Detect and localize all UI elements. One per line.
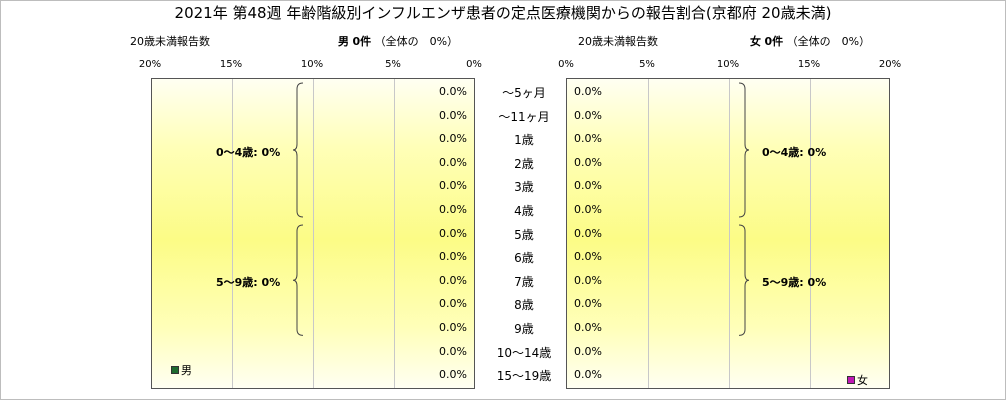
left-value-label: 0.0%	[439, 203, 467, 216]
left-gridline	[232, 79, 233, 388]
right-tick-label: 5%	[639, 59, 655, 70]
age-label: 5歳	[514, 227, 534, 242]
left-tick-label: 0%	[466, 59, 482, 70]
right-sex-label: 女	[750, 35, 761, 48]
age-label: 15～19歳	[496, 369, 552, 384]
right-plot-area	[566, 78, 890, 389]
left-plot-area	[151, 78, 475, 389]
right-group-label: 0～4歳: 0%	[762, 146, 827, 159]
left-tick-label: 20%	[138, 59, 162, 70]
right-tick-label: 20%	[878, 59, 902, 70]
right-value-label: 0.0%	[574, 273, 602, 287]
right-tick-label: 15%	[797, 59, 821, 70]
left-gridline	[313, 79, 314, 388]
left-group-brace-path	[292, 82, 304, 218]
left-value-label: 0.0%	[439, 155, 467, 169]
right-value-label: 0.0%	[574, 203, 602, 216]
age-label: ～11ヶ月	[498, 109, 550, 124]
right-legend: 女	[847, 372, 868, 388]
left-tick-label: 15%	[219, 59, 243, 70]
left-group-brace-path	[292, 224, 304, 336]
age-label: 2歳	[514, 156, 534, 171]
right-group-label: 5～9歳: 0%	[762, 275, 827, 289]
age-label: ～5ヶ月	[502, 86, 546, 100]
left-group-label: 5～9歳: 0%	[216, 275, 281, 289]
left-tick-label: 10%	[300, 59, 324, 70]
right-value-label: 0.0%	[574, 250, 602, 264]
right-group-brace	[738, 82, 750, 218]
age-label: 8歳	[514, 298, 534, 313]
right-value-label: 0.0%	[574, 179, 602, 193]
left-value-label: 0.0%	[439, 179, 467, 193]
right-value-label: 0.0%	[574, 85, 602, 98]
right-subtitle-summary: 女 0件 （全体の 0%）	[750, 36, 870, 47]
left-value-label: 0.0%	[439, 368, 467, 382]
left-value-label: 0.0%	[439, 297, 467, 311]
right-group-brace-path	[738, 224, 750, 336]
age-label: 6歳	[514, 251, 534, 266]
left-legend-swatch	[171, 366, 179, 374]
left-group-brace	[292, 82, 304, 218]
left-value-label: 0.0%	[439, 226, 467, 240]
right-value-label: 0.0%	[574, 155, 602, 169]
left-sex-label: 男	[338, 35, 349, 48]
right-gridline	[810, 79, 811, 388]
age-label: 1歳	[514, 133, 534, 148]
right-total-label: （全体の 0%）	[786, 35, 871, 48]
left-value-label: 0.0%	[439, 85, 467, 98]
right-gridline	[729, 79, 730, 388]
age-label: 10～14歳	[496, 345, 552, 360]
right-gridline	[648, 79, 649, 388]
left-group-brace	[292, 224, 304, 336]
age-label: 3歳	[514, 180, 534, 195]
left-value-label: 0.0%	[439, 344, 467, 358]
left-legend: 男	[171, 362, 192, 378]
left-group-label: 0～4歳: 0%	[216, 146, 281, 159]
right-value-label: 0.0%	[574, 297, 602, 311]
left-value-label: 0.0%	[439, 321, 467, 334]
chart-title: 2021年 第48週 年齢階級別インフルエンザ患者の定点医療機関からの報告割合(…	[174, 4, 832, 22]
left-value-label: 0.0%	[439, 132, 467, 146]
left-value-label: 0.0%	[439, 273, 467, 287]
right-value-label: 0.0%	[574, 321, 602, 334]
right-group-brace	[738, 224, 750, 336]
right-legend-swatch	[847, 376, 855, 384]
left-count-label: 0件	[352, 35, 372, 48]
left-tick-label: 5%	[385, 59, 401, 70]
right-value-label: 0.0%	[574, 368, 602, 382]
left-subtitle-count-caption: 20歳未満報告数	[130, 35, 210, 48]
left-legend-label: 男	[181, 364, 192, 377]
right-tick-label: 0%	[558, 59, 574, 70]
left-subtitle-summary: 男 0件 （全体の 0%）	[338, 36, 458, 47]
right-value-label: 0.0%	[574, 344, 602, 358]
right-tick-label: 10%	[716, 59, 740, 70]
age-label: 7歳	[514, 274, 534, 289]
right-value-label: 0.0%	[574, 226, 602, 240]
right-value-label: 0.0%	[574, 108, 602, 122]
right-group-brace-path	[738, 82, 750, 218]
right-count-label: 0件	[764, 35, 784, 48]
right-value-label: 0.0%	[574, 132, 602, 146]
left-gridline	[394, 79, 395, 388]
right-subtitle-count-caption: 20歳未満報告数	[578, 35, 658, 48]
age-label: 4歳	[514, 204, 534, 218]
left-value-label: 0.0%	[439, 250, 467, 264]
right-legend-label: 女	[857, 374, 868, 387]
left-value-label: 0.0%	[439, 108, 467, 122]
left-total-label: （全体の 0%）	[374, 35, 459, 48]
age-label: 9歳	[514, 322, 534, 336]
